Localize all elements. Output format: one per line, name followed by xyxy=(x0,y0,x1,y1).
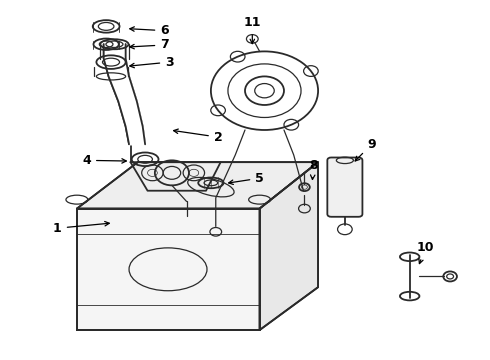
Text: 9: 9 xyxy=(355,138,376,161)
Text: 2: 2 xyxy=(173,129,222,144)
Text: 5: 5 xyxy=(229,172,264,185)
FancyBboxPatch shape xyxy=(327,157,363,217)
Text: 6: 6 xyxy=(130,24,169,37)
Text: 1: 1 xyxy=(53,221,109,235)
Text: 8: 8 xyxy=(309,159,318,179)
Polygon shape xyxy=(77,162,318,208)
Polygon shape xyxy=(260,162,318,330)
Text: 10: 10 xyxy=(416,241,434,264)
Text: 7: 7 xyxy=(130,39,169,51)
Text: 4: 4 xyxy=(82,154,126,167)
Text: 11: 11 xyxy=(244,16,261,44)
Polygon shape xyxy=(77,208,260,330)
Text: 3: 3 xyxy=(130,55,174,69)
